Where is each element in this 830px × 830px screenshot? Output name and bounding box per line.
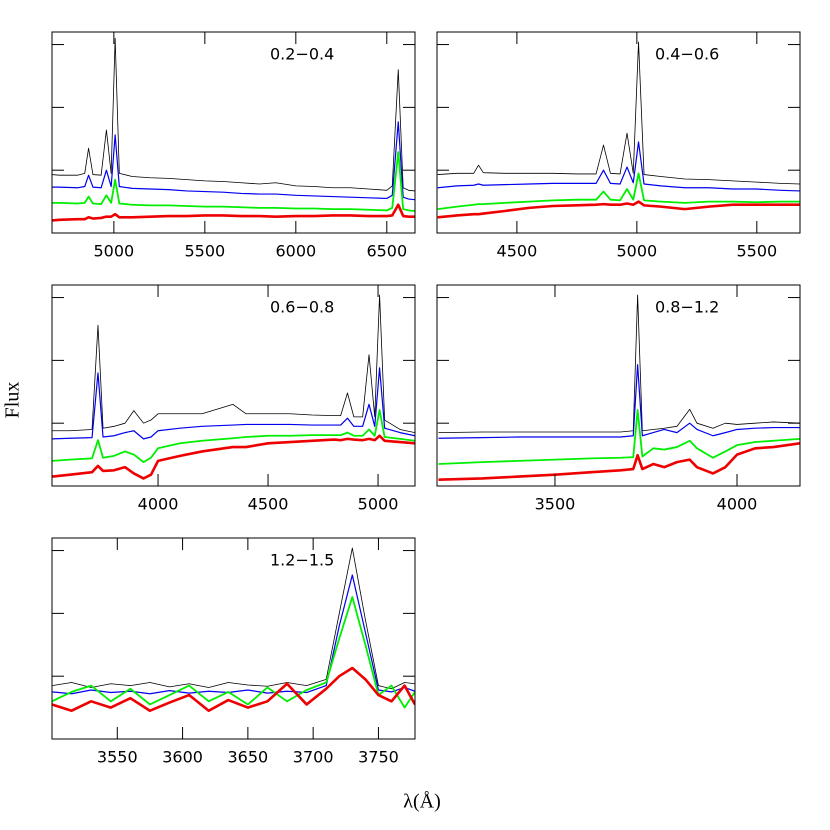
spectrum-line	[438, 442, 800, 482]
x-tick-label: 5000	[616, 242, 657, 261]
plot-frame	[436, 31, 801, 234]
spectrum-line	[438, 294, 800, 434]
x-tick-label: 3600	[162, 748, 203, 767]
x-tick-label: 3650	[228, 748, 269, 767]
panel-annotation: 0.2−0.4	[270, 45, 334, 64]
panel-annotation: 0.4−0.6	[655, 45, 719, 64]
spectrum-line	[52, 409, 415, 464]
x-tick-label: 5000	[94, 242, 135, 261]
spectrum-line	[52, 666, 415, 713]
spectrum-line	[437, 41, 800, 185]
x-tick-label: 3500	[535, 495, 576, 514]
panel-annotation: 0.6−0.8	[270, 298, 334, 317]
x-tick-label: 4000	[717, 495, 758, 514]
panel-annotation: 1.2−1.5	[270, 551, 334, 570]
spectrum-line	[52, 434, 415, 480]
x-tick-label: 3700	[293, 748, 334, 767]
spectrum-line	[437, 172, 800, 211]
spectrum-line	[438, 364, 800, 439]
plot-frame	[51, 537, 416, 740]
plot-frame	[51, 31, 416, 234]
x-tick-label: 3750	[358, 748, 399, 767]
spectrum-line	[438, 409, 800, 465]
spectrum-line	[52, 121, 415, 201]
x-tick-label: 5500	[736, 242, 777, 261]
spectrum-line	[437, 141, 800, 192]
x-tick-label: 4500	[497, 242, 538, 261]
spectrum-line	[52, 574, 415, 695]
plot-frame	[51, 284, 416, 487]
spectrum-line	[437, 200, 800, 219]
spectrum-line	[52, 37, 415, 192]
x-tick-label: 3550	[97, 748, 138, 767]
x-tick-label: 4500	[248, 495, 289, 514]
spectrum-line	[52, 294, 415, 434]
y-axis-label: Flux	[2, 382, 24, 419]
x-axis-label: λ(Å)	[403, 791, 440, 813]
plot-frame	[436, 284, 801, 487]
x-tick-label: 5500	[184, 242, 225, 261]
spectrum-line	[52, 547, 415, 690]
panel-annotation: 0.8−1.2	[655, 298, 719, 317]
spectrum-line	[52, 151, 415, 212]
spectrum-line	[52, 203, 415, 222]
x-tick-label: 4000	[138, 495, 179, 514]
spectrum-line	[52, 367, 415, 440]
spectrum-line	[52, 596, 415, 709]
x-tick-label: 5000	[358, 495, 399, 514]
x-tick-label: 6500	[366, 242, 407, 261]
x-tick-label: 6000	[275, 242, 316, 261]
